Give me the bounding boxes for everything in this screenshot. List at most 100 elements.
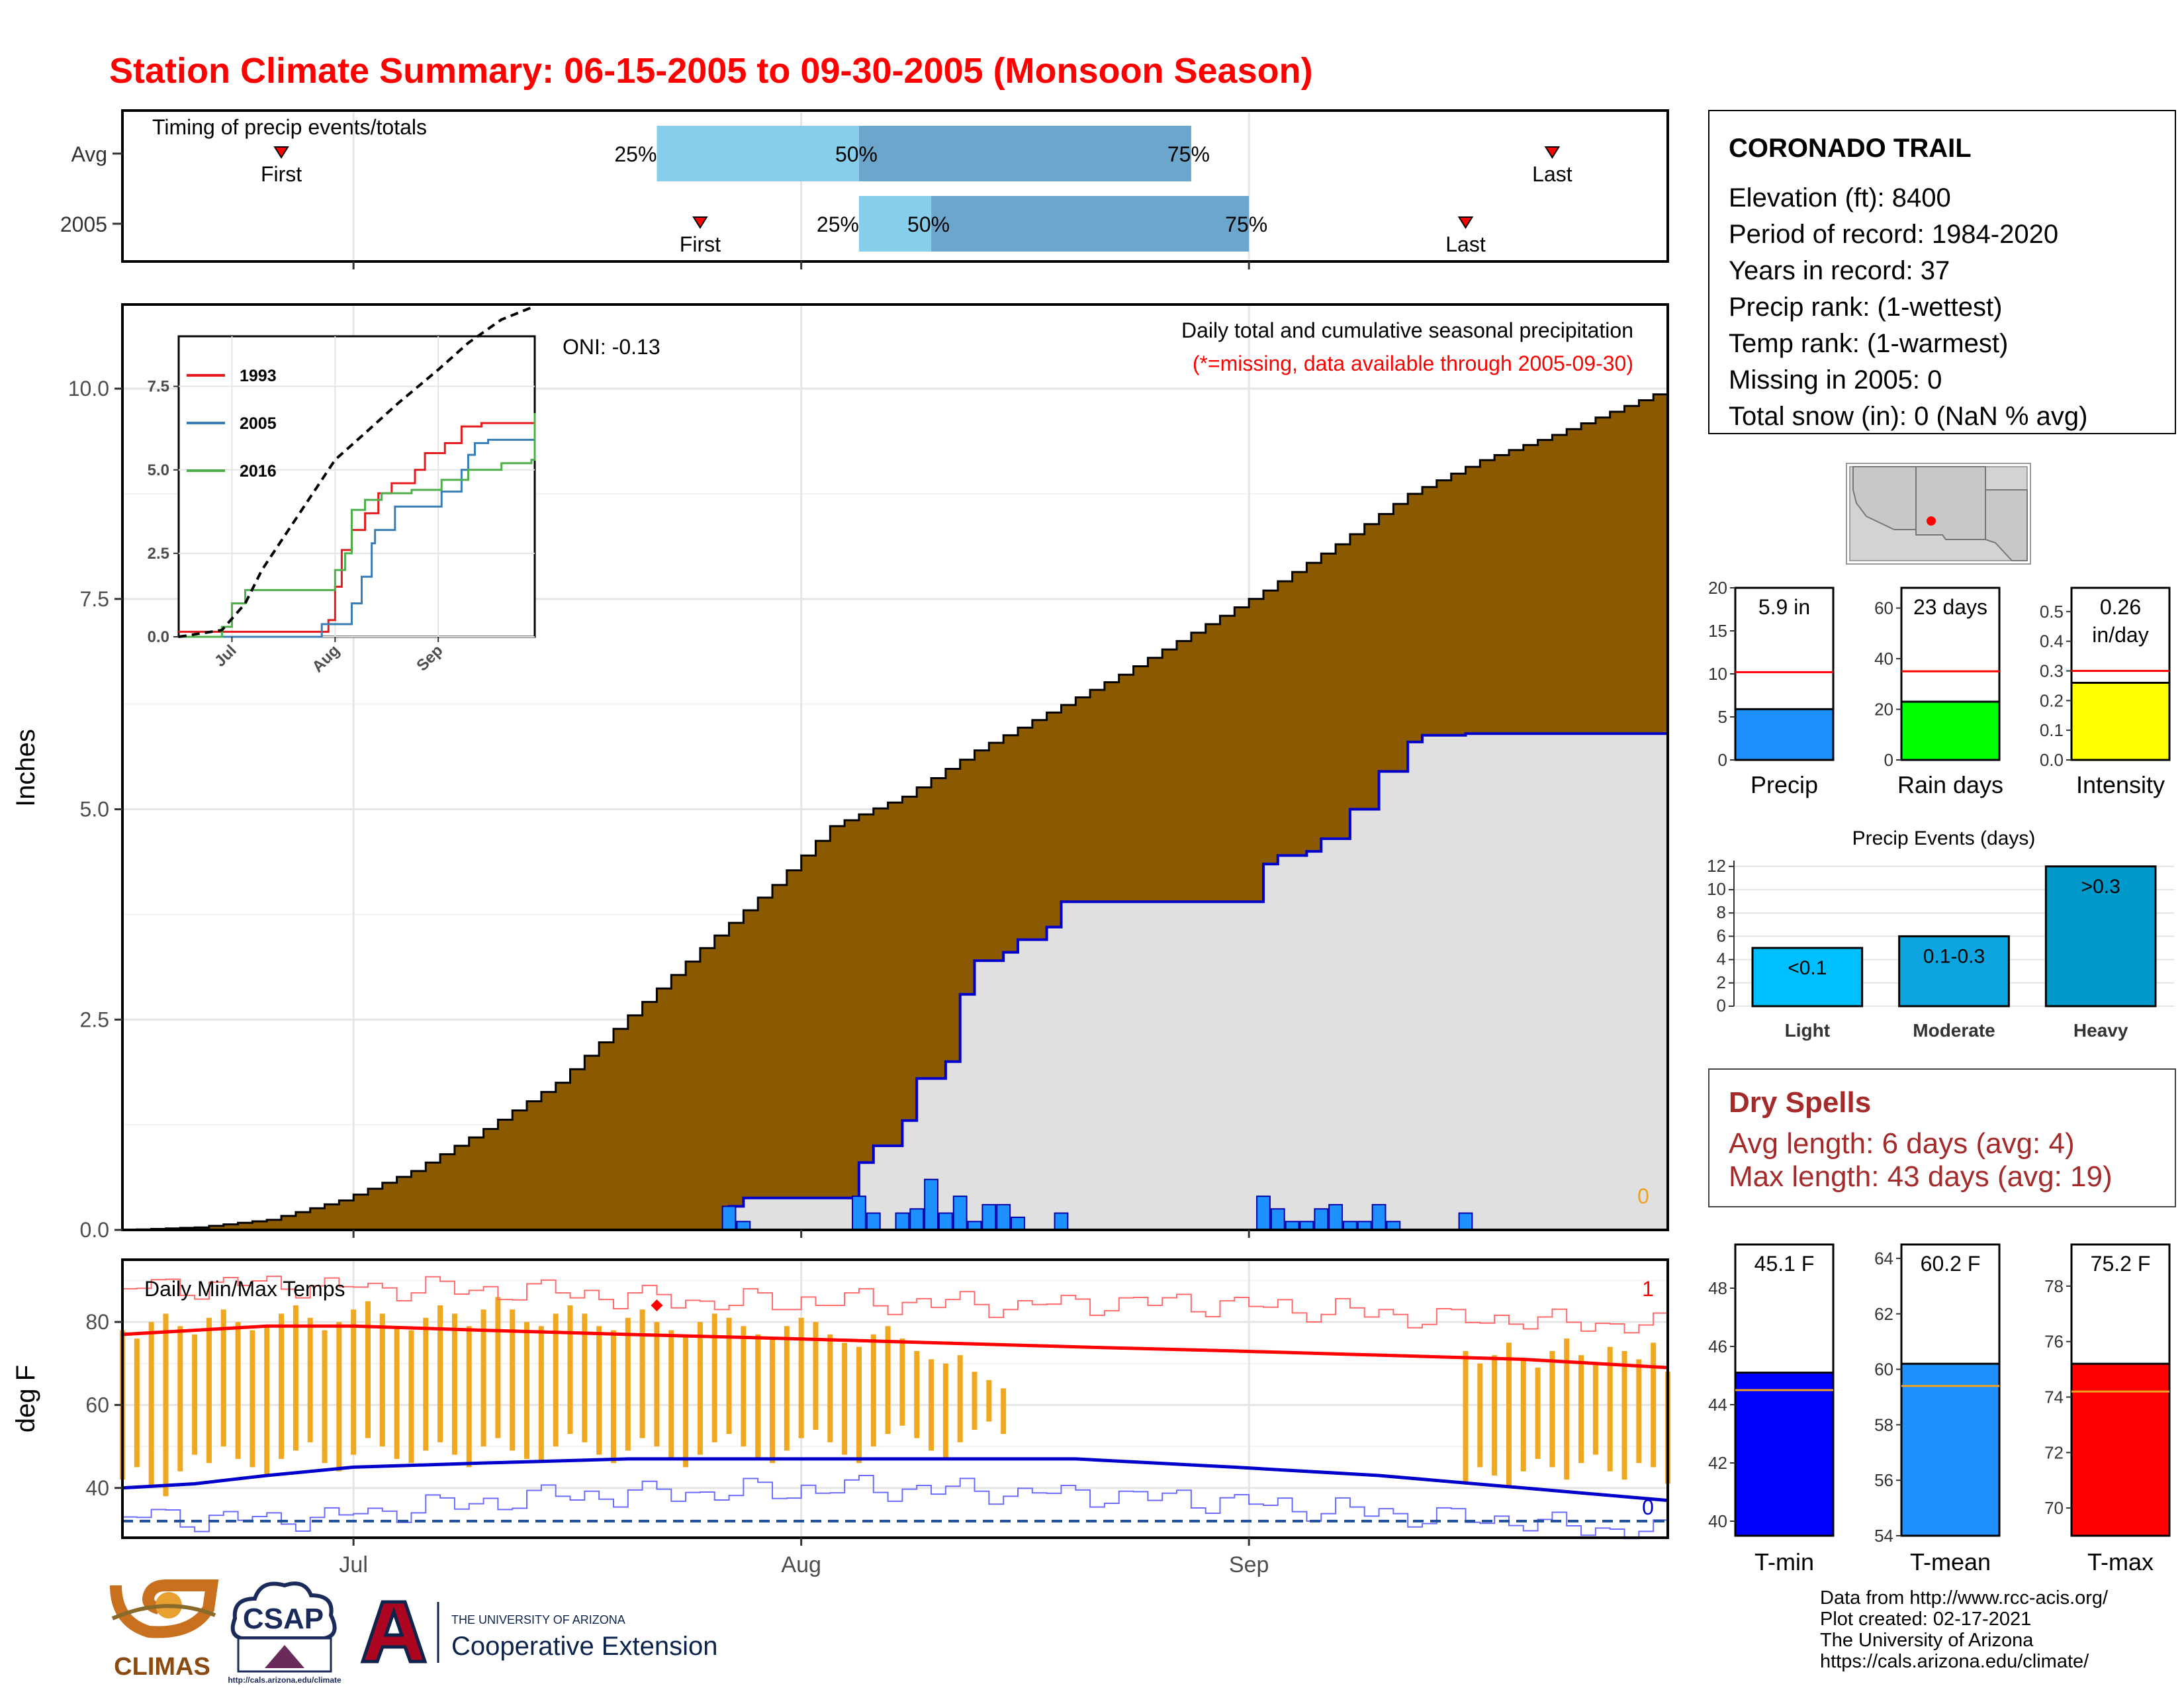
- daily-temp-range-bar: [1520, 1359, 1526, 1472]
- inset-y-tick-label: 7.5: [148, 378, 169, 396]
- daily-precip-bar: [866, 1212, 881, 1231]
- precip-y-axis-title: Inches: [11, 729, 40, 807]
- station-info-frame: [1708, 110, 2176, 434]
- daily-precip-bar: [1371, 1203, 1387, 1231]
- mini-chart-tick-label: 10: [1708, 664, 1727, 684]
- daily-temp-range-bar: [1621, 1350, 1627, 1480]
- csap-logo-cloud: [230, 1581, 337, 1640]
- mini-chart-axis-label: Rain days: [1897, 771, 2003, 798]
- mini-chart-tick-label: 56: [1874, 1470, 1893, 1490]
- daily-precip-bar: [1314, 1208, 1329, 1231]
- inset-legend-label: 2005: [240, 414, 277, 433]
- temp-line-record-min: [122, 1474, 1668, 1540]
- events-tick-label: 12: [1707, 856, 1726, 876]
- inset-line-average: [178, 305, 535, 638]
- daily-temp-range-bar: [1636, 1359, 1642, 1464]
- daily-temp-range-bar: [986, 1380, 992, 1422]
- timing-bar-q50-q75: [931, 196, 1250, 252]
- mini-chart-bar: [1900, 1362, 2001, 1537]
- timing-label-q25: 25%: [817, 212, 859, 236]
- temp-y-tick-label: 40: [85, 1476, 109, 1500]
- daily-temp-range-bar: [394, 1326, 400, 1459]
- timing-marker-last: [1544, 146, 1561, 159]
- daily-temp-range-bar: [1564, 1338, 1570, 1480]
- inset-y-tick-label: 0.0: [148, 628, 169, 646]
- temp-series-lines: [122, 1276, 1668, 1540]
- mini-chart-axis-label: Precip: [1751, 771, 1818, 798]
- inset-line-2016: [179, 413, 536, 638]
- timing-row-label-avg: Avg: [71, 142, 107, 166]
- daily-precip-bar: [1054, 1212, 1069, 1231]
- month-x-axis: Jul Aug Sep: [339, 261, 1269, 1577]
- timing-label-q75: 75%: [1225, 212, 1267, 236]
- figure-title: Station Climate Summary: 06-15-2005 to 0…: [109, 51, 1313, 91]
- timing-marker-first: [273, 146, 289, 159]
- daily-temp-range-bar: [134, 1338, 140, 1468]
- station-period: Period of record: 1984-2020: [1729, 220, 2058, 249]
- temp-line-avg-min: [122, 1457, 1668, 1503]
- daily-temp-range-bar: [856, 1346, 862, 1464]
- mini-chart-value-label: 0.26: [2100, 595, 2141, 619]
- daily-precip-bar: [1328, 1203, 1343, 1231]
- daily-temp-range-bar: [1578, 1355, 1584, 1464]
- daily-temp-range-bar: [148, 1322, 154, 1488]
- mini-chart-t-min: 40 42 44 46 48 45.1 F T-min: [1708, 1243, 1835, 1575]
- mini-chart-tick-label: 0.3: [2040, 661, 2064, 681]
- daily-temp-range-bar: [870, 1334, 876, 1447]
- daily-temp-range-bar: [596, 1326, 602, 1455]
- daily-temp-range-bar: [582, 1313, 588, 1442]
- events-tick-label: 4: [1717, 949, 1726, 969]
- daily-temp-range-bar: [423, 1317, 429, 1451]
- mini-chart-tick-label: 58: [1874, 1415, 1893, 1434]
- daily-temp-range-bar: [524, 1322, 530, 1459]
- timing-bar-q50-q75: [858, 126, 1191, 181]
- temp-line-record-max: [122, 1276, 1668, 1334]
- daily-temp-range-bar: [972, 1372, 978, 1430]
- events-category-label: Moderate: [1913, 1020, 1995, 1041]
- daily-temp-range-bar: [206, 1317, 212, 1464]
- timing-panel-label: Timing of precip events/totals: [152, 115, 427, 139]
- daily-temp-range-bar: [942, 1363, 948, 1459]
- events-tick-label: 0: [1717, 996, 1726, 1015]
- daily-temp-range-bar: [264, 1326, 270, 1476]
- month-x-tick-label: Sep: [1229, 1552, 1269, 1577]
- daily-precip-bar: [721, 1205, 737, 1231]
- precip-y-tick-label: 10.0: [68, 377, 109, 400]
- mini-chart-axis-label: T-max: [2087, 1548, 2154, 1575]
- climas-logo-swoosh: [111, 1604, 216, 1620]
- daily-temp-range-bar: [495, 1297, 501, 1438]
- inset-line-2005: [179, 430, 536, 638]
- daily-precip-bar: [952, 1196, 968, 1231]
- locator-map: [1846, 463, 2031, 565]
- seasonal-temperature-charts: 40 42 44 46 48 45.1 F T-min 54 56 58 60 62 64 60.2 F T…: [1708, 1243, 2171, 1575]
- daily-temp-range-bar: [336, 1322, 342, 1472]
- inset-line-1993: [179, 422, 535, 633]
- csap-logo-text: CSAP: [243, 1603, 324, 1635]
- timing-marker-last: [1457, 216, 1474, 229]
- daily-temp-range-bar: [250, 1330, 255, 1468]
- mini-chart-tick-label: 76: [2044, 1332, 2064, 1352]
- record-high-marker: [651, 1299, 663, 1311]
- daily-temp-range-bar: [726, 1317, 732, 1434]
- mini-chart-tick-label: 0.2: [2040, 690, 2064, 710]
- mini-chart-tick-label: 0: [1718, 750, 1727, 770]
- daily-temp-range-bar: [813, 1322, 819, 1430]
- mini-chart-tick-label: 60: [1874, 1360, 1893, 1380]
- daily-precip-bar: [909, 1208, 925, 1231]
- daily-temp-range-bar: [235, 1322, 241, 1459]
- daily-temp-range-bar: [1592, 1363, 1598, 1455]
- mini-chart-tick-label: 78: [2044, 1276, 2064, 1296]
- daily-temp-range-bar: [163, 1313, 169, 1497]
- precip-missing-count: 0: [1637, 1184, 1649, 1208]
- mini-chart-tick-label: 72: [2044, 1442, 2064, 1462]
- csap-logo: CSAP http://cals.arizona.edu/climate: [228, 1581, 341, 1685]
- daily-temp-range-bar: [741, 1326, 747, 1447]
- mini-chart-tick-label: 0.5: [2040, 602, 2064, 622]
- footer-university: The University of Arizona: [1820, 1630, 2034, 1651]
- daily-precip-bar: [1011, 1216, 1025, 1231]
- inset-series-lines: [178, 305, 536, 638]
- daily-temp-range-bar: [755, 1334, 761, 1459]
- mini-chart-tick-label: 40: [1708, 1511, 1727, 1531]
